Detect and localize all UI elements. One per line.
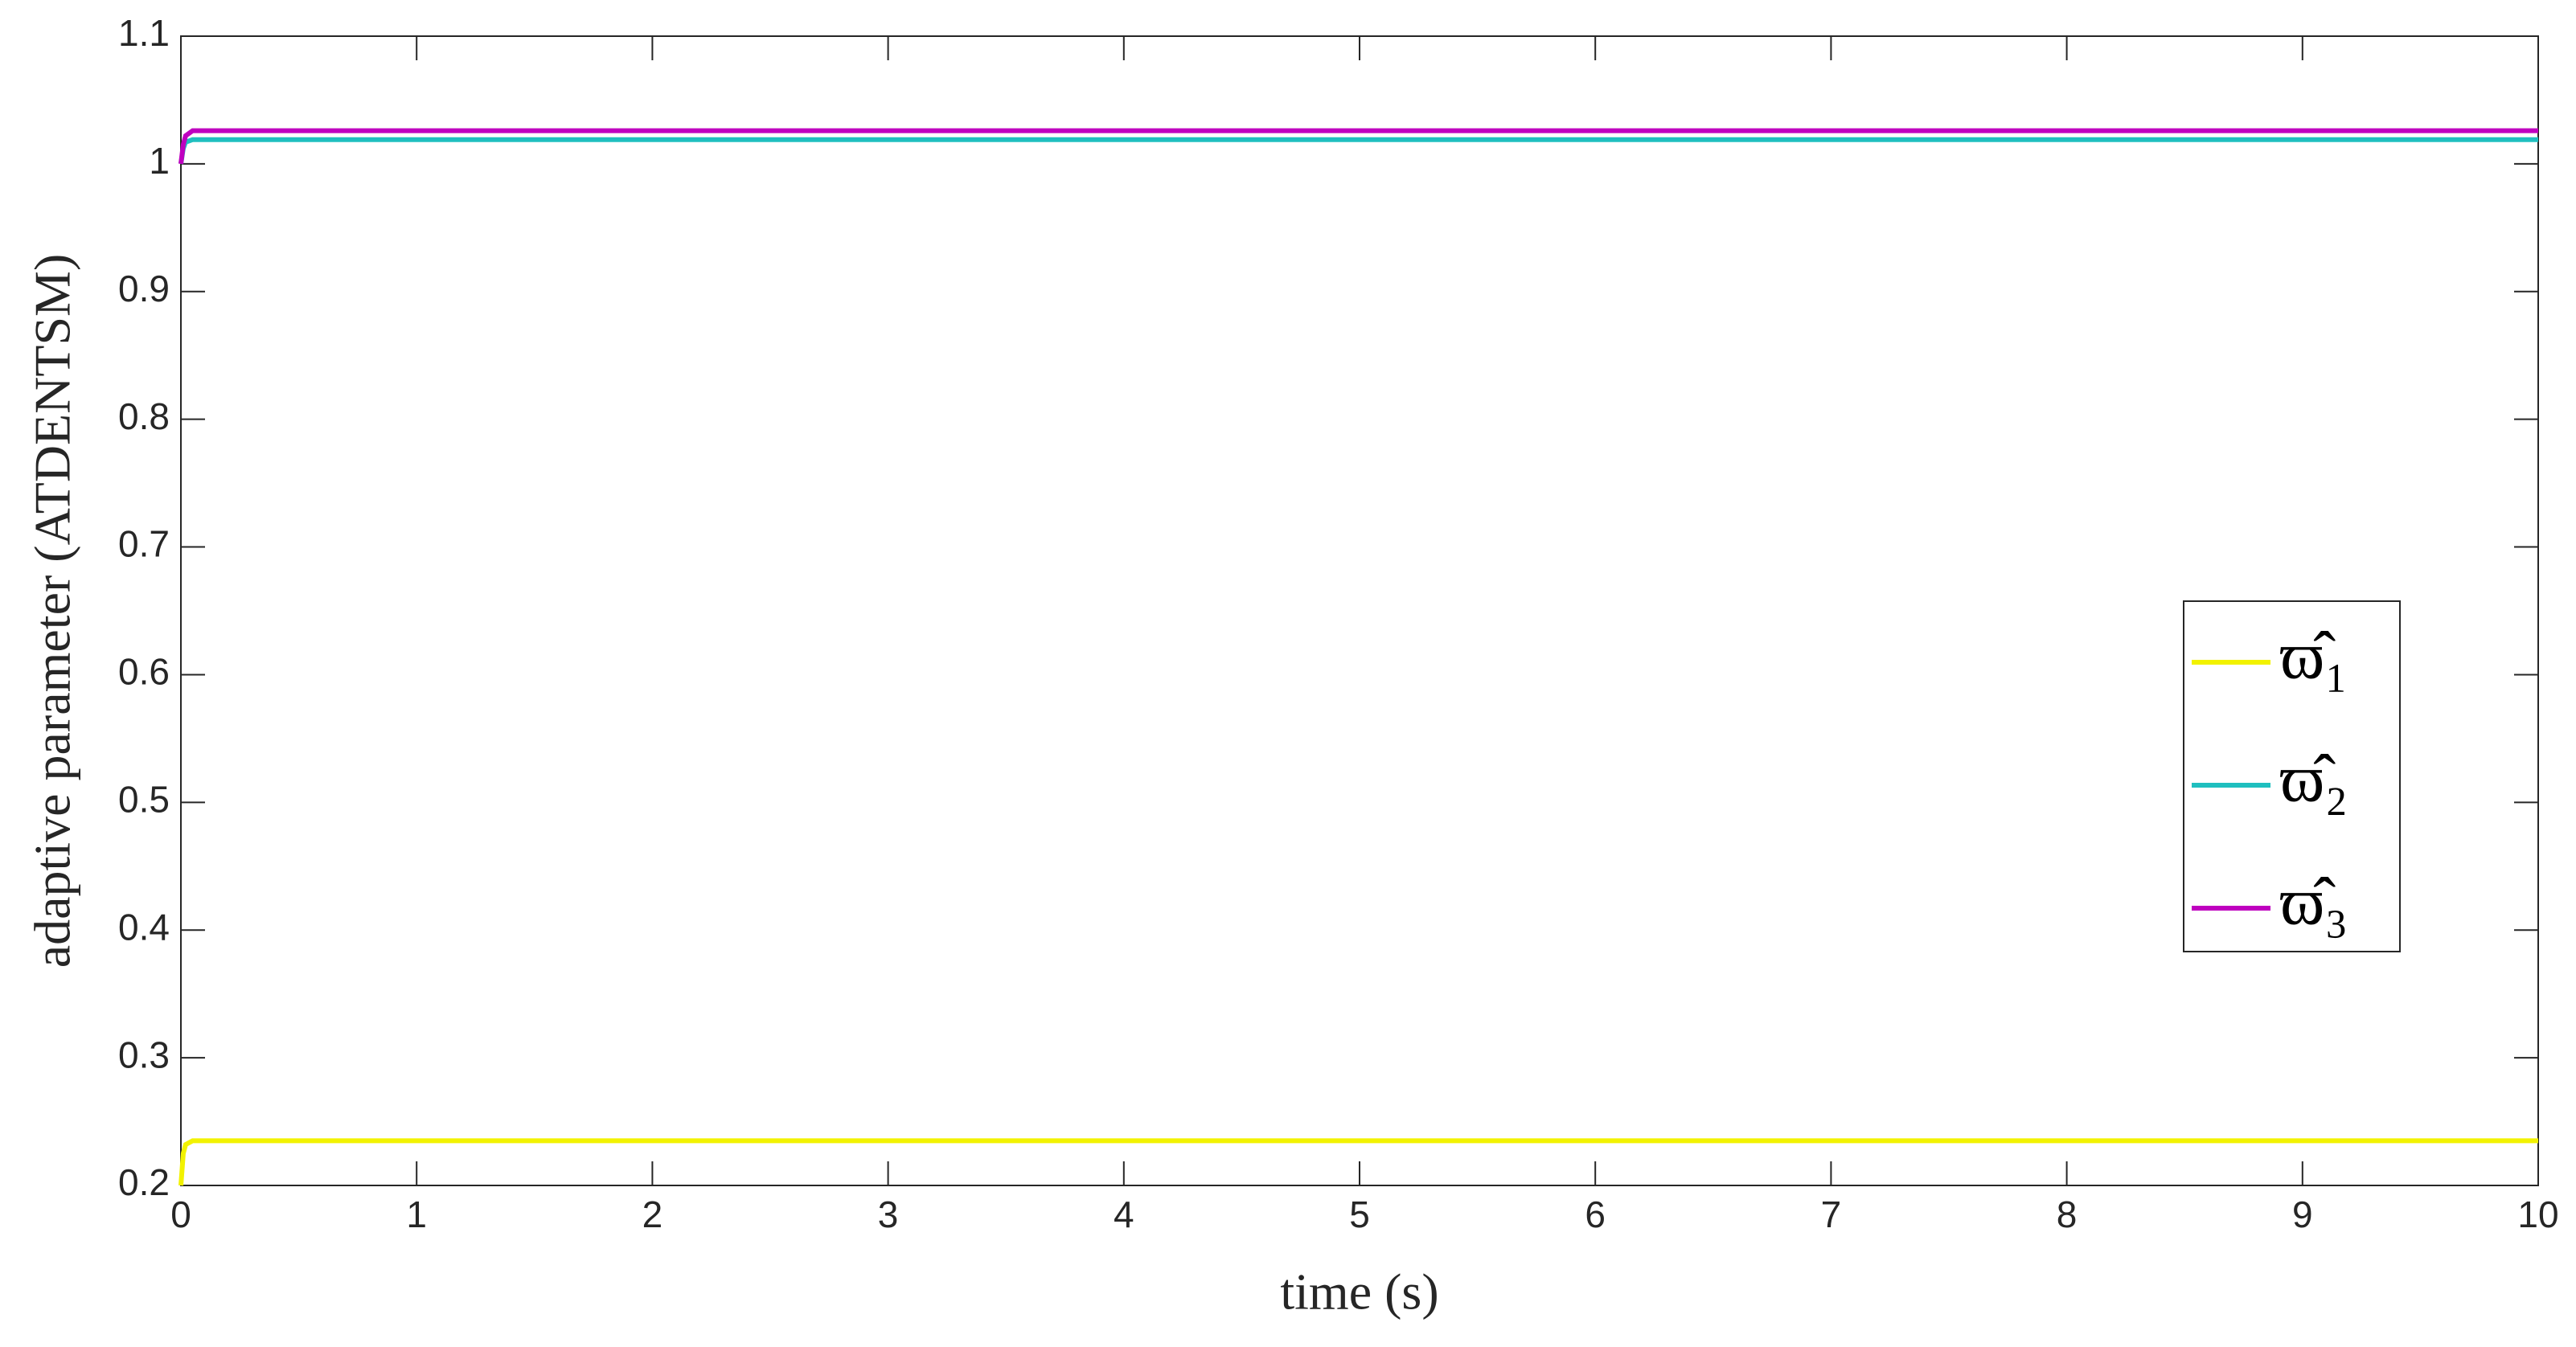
y-tick-label: 0.7	[118, 523, 170, 565]
y-tick-label: 1	[149, 140, 170, 182]
y-tick-label: 1.1	[118, 12, 170, 54]
legend-label: ϖ̂₁	[2280, 618, 2348, 693]
y-tick-label: 0.3	[118, 1034, 170, 1075]
x-tick-label: 7	[1821, 1193, 1842, 1235]
x-tick-label: 10	[2517, 1193, 2558, 1235]
legend-box	[2183, 600, 2401, 952]
y-tick-label: 0.4	[118, 906, 170, 948]
legend-label: ϖ̂₃	[2280, 864, 2348, 939]
x-axis-title: time (s)	[1280, 1263, 1438, 1320]
series-line	[178, 1138, 2538, 1186]
x-tick-label: 5	[1349, 1193, 1370, 1235]
y-axis-title: adaptive parameter (ATDENTSM)	[24, 254, 81, 968]
x-tick-label: 4	[1114, 1193, 1134, 1235]
y-tick-label: 0.6	[118, 651, 170, 693]
y-tick-label: 0.2	[118, 1161, 170, 1203]
x-tick-label: 2	[642, 1193, 663, 1235]
y-tick-label: 0.5	[118, 778, 170, 820]
legend-label: ϖ̂₂	[2280, 741, 2348, 816]
x-tick-label: 1	[406, 1193, 427, 1235]
y-tick-label: 0.9	[118, 268, 170, 309]
x-tick-label: 0	[170, 1193, 191, 1235]
x-tick-label: 6	[1585, 1193, 1606, 1235]
series-line	[178, 128, 2538, 165]
x-tick-label: 9	[2292, 1193, 2313, 1235]
plot-area	[180, 35, 2539, 1186]
x-tick-label: 8	[2057, 1193, 2078, 1235]
x-tick-label: 3	[878, 1193, 899, 1235]
y-tick-label: 0.8	[118, 395, 170, 437]
